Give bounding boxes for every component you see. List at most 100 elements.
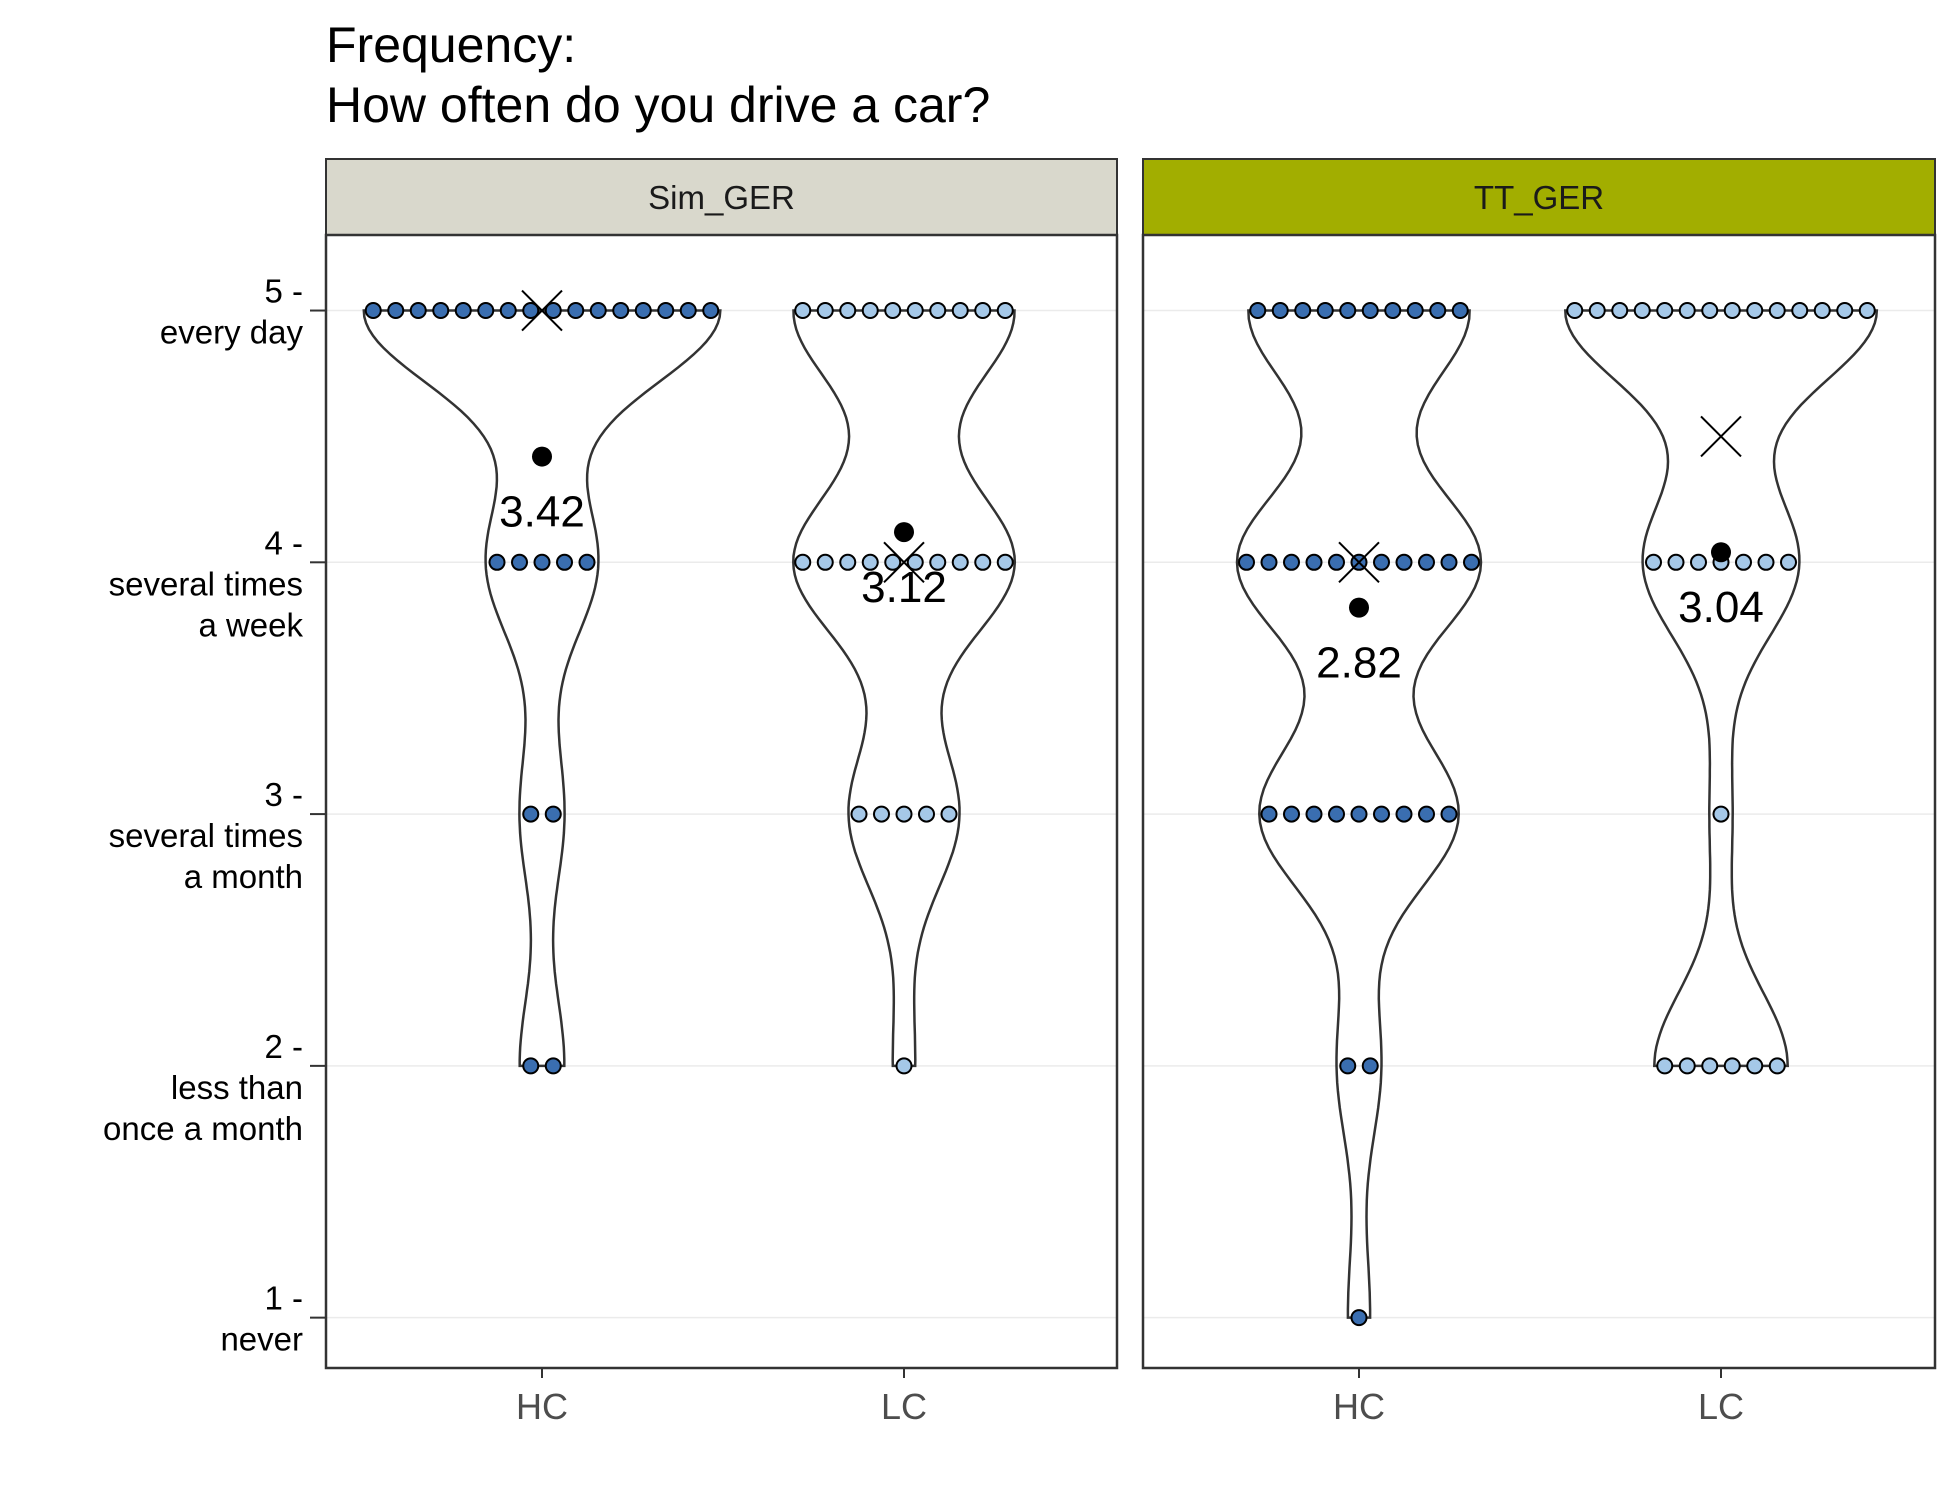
data-point (974, 302, 992, 320)
data-point (929, 553, 947, 571)
violin-LC (1563, 309, 1879, 1068)
data-point (1406, 302, 1424, 320)
data-point (1249, 302, 1267, 320)
data-point (1440, 553, 1458, 571)
data-point (1678, 302, 1696, 320)
data-point (1768, 1057, 1786, 1075)
data-point (364, 302, 382, 320)
median-marker (1338, 541, 1380, 584)
y-tick-label: a month (184, 858, 303, 895)
panel-background (326, 235, 1117, 1368)
data-point (929, 302, 947, 320)
mean-label: 2.82 (1316, 639, 1402, 688)
data-point (873, 805, 890, 823)
panel-TT_GER: TT_GER 2.82 HC 3.04 LC (1141, 158, 1937, 1427)
data-point (895, 805, 913, 823)
data-point (996, 302, 1014, 320)
mean-point (1711, 542, 1731, 563)
data-point (1440, 805, 1458, 823)
data-point (1361, 302, 1379, 320)
data-point (861, 302, 879, 320)
median-marker (883, 541, 925, 584)
data-point (918, 805, 935, 823)
data-point (1283, 805, 1300, 823)
data-point (1395, 553, 1413, 571)
violin-LC (792, 309, 1017, 1068)
data-point (1712, 805, 1730, 823)
data-point (1633, 302, 1651, 320)
data-point (951, 553, 969, 571)
data-point (454, 302, 472, 320)
data-point (816, 553, 834, 571)
data-point (1611, 302, 1629, 320)
data-point (1395, 805, 1413, 823)
data-point (544, 1057, 562, 1075)
strip-label: TT_GER (1474, 179, 1604, 216)
data-point (488, 553, 506, 571)
data-point (589, 302, 607, 320)
chart-title-line: How often do you drive a car? (326, 77, 990, 133)
data-point (895, 1057, 913, 1075)
data-point (839, 302, 857, 320)
x-tick-label: HC (1333, 1386, 1385, 1427)
data-point (657, 302, 675, 320)
data-point (884, 302, 902, 320)
data-point (1757, 553, 1775, 571)
data-point (940, 805, 958, 823)
data-point (1858, 302, 1876, 320)
x-tick-label: LC (881, 1386, 927, 1427)
data-point (634, 302, 652, 320)
data-point (1429, 302, 1447, 320)
data-point (1791, 302, 1809, 320)
y-tick-label: 2 - (264, 1028, 303, 1065)
data-point (861, 553, 879, 571)
data-point (1735, 553, 1752, 571)
data-point (1656, 302, 1674, 320)
y-axis: 5 - every day 4 - several times a week 3 - sev… (103, 273, 326, 1358)
data-point (1701, 302, 1719, 320)
data-point (567, 302, 585, 320)
data-point (1566, 302, 1584, 320)
data-point (794, 302, 812, 320)
strip-Sim_GER (325, 158, 1118, 236)
data-point (839, 553, 857, 571)
data-point (1746, 302, 1764, 320)
panel-background (1143, 235, 1935, 1368)
median-marker (1700, 415, 1742, 458)
data-point (1701, 1057, 1719, 1075)
data-point (1260, 553, 1278, 571)
data-point (1723, 1057, 1741, 1075)
group-HC: 2.82 (1235, 302, 1483, 1327)
data-point (1451, 302, 1469, 320)
y-tick-label: 1 - (264, 1280, 303, 1317)
data-point (1238, 553, 1255, 571)
data-point (906, 302, 924, 320)
data-point (578, 553, 596, 571)
data-point (1384, 302, 1402, 320)
data-point (974, 553, 992, 571)
mean-point (894, 522, 914, 543)
chart-title: Frequency:How often do you drive a car? (326, 17, 990, 133)
data-point (702, 302, 720, 320)
data-point (533, 553, 551, 571)
y-tick-label: 3 - (264, 776, 303, 813)
data-point (1350, 1309, 1368, 1327)
data-point (794, 553, 812, 571)
y-tick-label: less than (171, 1069, 303, 1106)
data-point (499, 302, 517, 320)
data-point (387, 302, 405, 320)
data-point (1723, 302, 1741, 320)
data-point (1418, 805, 1435, 823)
data-point (544, 302, 562, 320)
data-point (522, 302, 540, 320)
y-tick-label: 4 - (264, 524, 303, 561)
data-point (556, 553, 573, 571)
y-tick-label: a week (198, 606, 303, 643)
data-point (1328, 805, 1345, 823)
data-point (996, 553, 1014, 571)
data-point (432, 302, 450, 320)
y-tick-label: several times (109, 817, 303, 854)
data-point (544, 805, 562, 823)
data-point (1339, 1057, 1357, 1075)
